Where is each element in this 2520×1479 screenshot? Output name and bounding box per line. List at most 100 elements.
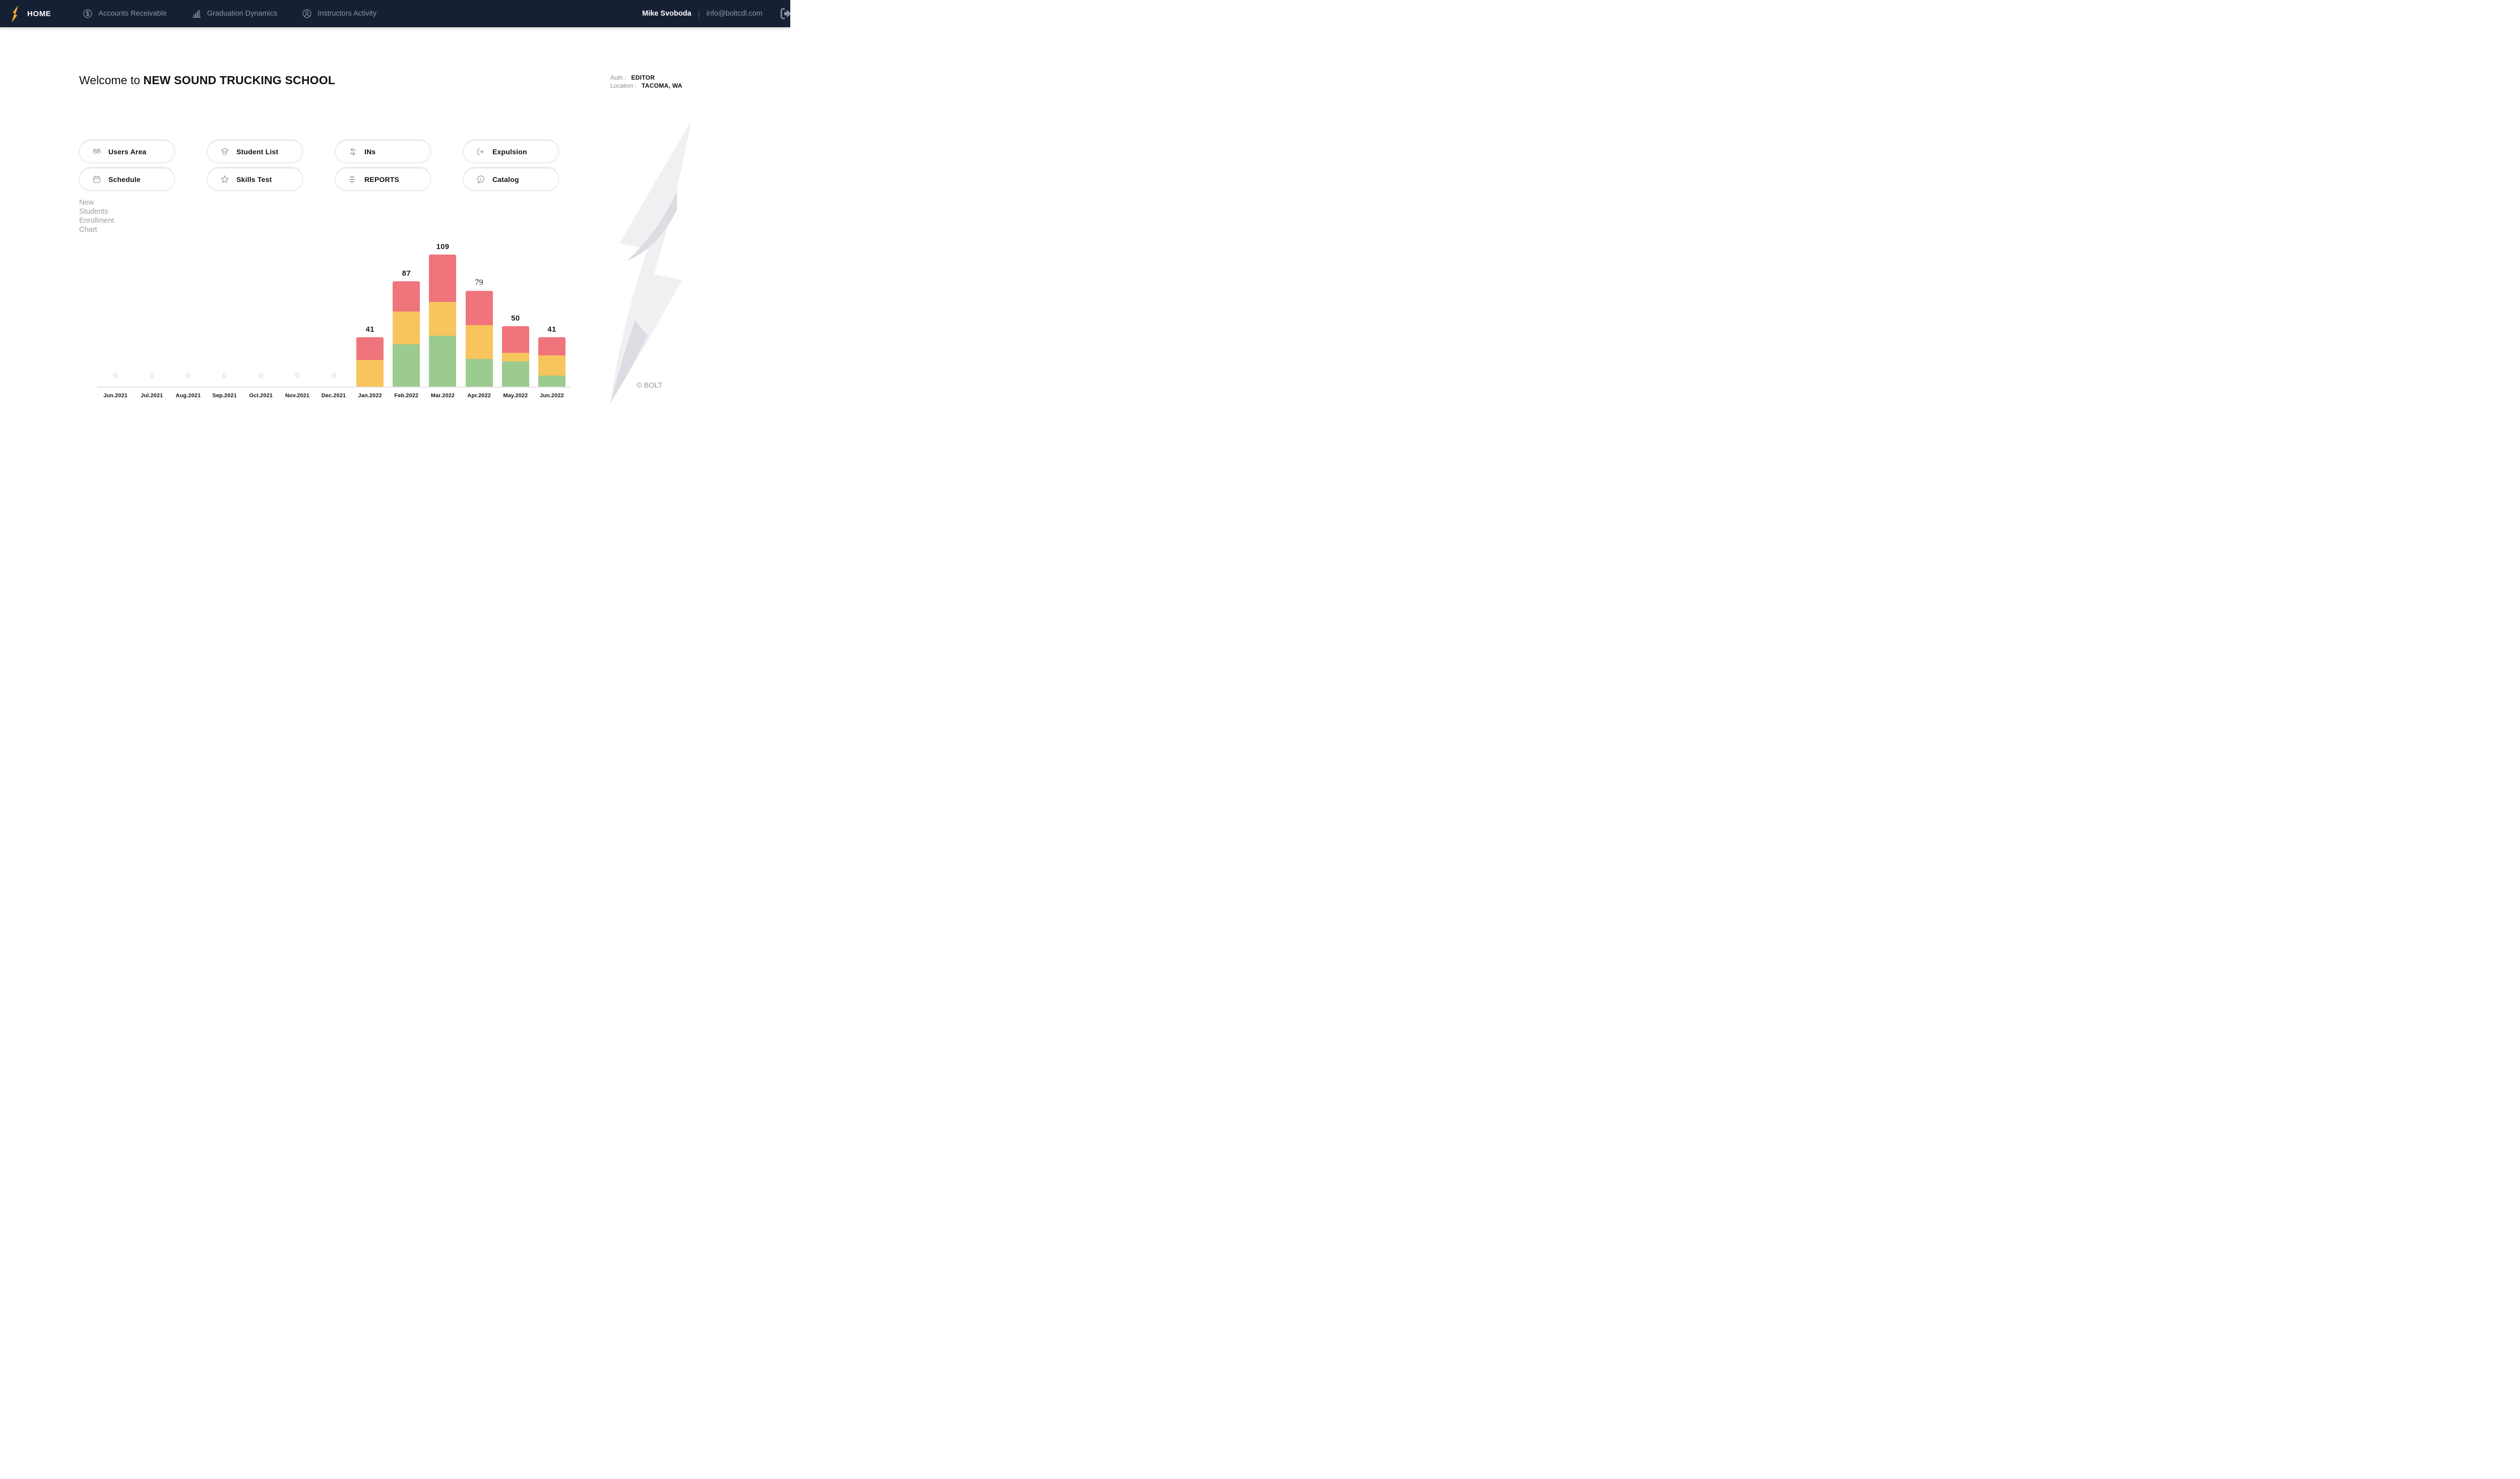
bar-segment-red <box>538 337 565 355</box>
bar-segment-yellow <box>393 312 420 344</box>
location-label: Location : <box>610 82 637 89</box>
x-axis-label-Jun.2022: Jun.2022 <box>540 393 564 399</box>
calendar-icon <box>92 174 102 184</box>
x-axis-label-May.2022: May.2022 <box>503 393 528 399</box>
graduation-cap-icon <box>220 147 230 157</box>
auth-info: Auth : EDITOR Location : TACOMA, WA <box>610 74 682 90</box>
transfer-arrows-icon <box>348 147 358 157</box>
dollar-circle-icon <box>82 8 93 19</box>
zero-value-label: 0 <box>186 372 191 380</box>
stacked-bar[interactable] <box>356 337 384 387</box>
quick-actions-grid: Users Area Student List INs Expulsion Schedu… <box>79 140 559 191</box>
user-separator: | <box>698 9 700 18</box>
x-axis-label-Sep.2021: Sep.2021 <box>212 393 237 399</box>
bar-segment-red <box>429 255 457 302</box>
x-axis-label-Mar.2022: Mar.2022 <box>430 393 455 399</box>
stacked-bar[interactable] <box>393 281 420 387</box>
x-axis-label-Nov.2021: Nov.2021 <box>285 393 309 399</box>
x-axis-label-Jun.2021: Jun.2021 <box>103 393 128 399</box>
zero-value-label: 0 <box>259 372 263 380</box>
bar-segment-red <box>356 337 384 360</box>
nav-item-label: Instructors Activity <box>318 10 377 18</box>
user-email: info@boltcdl.com <box>706 10 763 18</box>
page-title: Welcome to NEW SOUND TRUCKING SCHOOL <box>79 74 335 87</box>
action-button-label: Users Area <box>108 147 147 156</box>
zero-value-label: 0 <box>295 372 300 380</box>
ins-button[interactable]: INs <box>335 140 431 163</box>
action-button-label: Schedule <box>108 175 141 183</box>
chart-column-Sep.2021: 0 <box>206 372 242 387</box>
stacked-bar[interactable] <box>465 291 493 387</box>
x-axis-label-Aug.2021: Aug.2021 <box>175 393 201 399</box>
x-axis-label-Jul.2021: Jul.2021 <box>141 393 163 399</box>
nav-item-instructors-activity[interactable]: Instructors Activity <box>301 8 376 19</box>
auth-value: EDITOR <box>631 74 655 81</box>
home-page: HOME Accounts Receivable Graduation Dynam… <box>0 0 790 419</box>
location-value: TACOMA, WA <box>642 82 682 89</box>
enrollment-chart: 0 0 0 0 0 0 0 41 87 109 79 50 41 Jun.2021 Jul.2021 Aug… <box>97 237 570 399</box>
bar-chart-icon <box>191 8 202 19</box>
logout-icon[interactable] <box>777 6 790 21</box>
catalog-button[interactable]: Catalog <box>463 168 559 191</box>
bar-segment-red <box>393 281 420 312</box>
user-area: Mike Svoboda | info@boltcdl.com <box>642 6 790 21</box>
bar-value-label: 87 <box>402 269 411 278</box>
nav-item-accounts-receivable[interactable]: Accounts Receivable <box>82 8 167 19</box>
bar-segment-red <box>501 326 529 353</box>
bar-segment-green <box>393 344 420 387</box>
bolt-logo-icon <box>12 5 18 22</box>
action-button-label: Catalog <box>492 175 519 183</box>
action-button-label: Expulsion <box>492 147 527 156</box>
stacked-bar[interactable] <box>501 326 529 387</box>
skills-test-button[interactable]: Skills Test <box>207 168 303 191</box>
list-icon <box>348 174 358 184</box>
chart-axis-line <box>97 387 570 388</box>
welcome-prefix: Welcome to <box>79 74 141 87</box>
chart-note-line: Chart <box>79 226 97 234</box>
chart-column-Jun.2022: 41 <box>534 325 570 387</box>
bar-segment-yellow <box>465 325 493 359</box>
chart-column-Jan.2022: 41 <box>352 325 388 387</box>
chart-column-Jul.2021: 0 <box>134 372 170 387</box>
nav-item-graduation-dynamics[interactable]: Graduation Dynamics <box>191 8 277 19</box>
zero-value-label: 0 <box>331 372 336 380</box>
stacked-bar[interactable] <box>538 337 565 387</box>
chart-column-Dec.2021: 0 <box>316 372 352 387</box>
bar-value-label: 79 <box>475 278 483 287</box>
users-icon <box>92 147 102 157</box>
auth-label: Auth : <box>610 74 626 81</box>
schedule-button[interactable]: Schedule <box>79 168 175 191</box>
bar-segment-yellow <box>429 302 457 336</box>
arrow-out-icon <box>476 147 486 157</box>
bar-value-label: 41 <box>365 325 374 334</box>
student-list-button[interactable]: Student List <box>207 140 303 163</box>
bar-segment-yellow <box>501 352 529 361</box>
bar-value-label: 41 <box>547 325 556 334</box>
stacked-bar[interactable] <box>429 255 457 387</box>
expulsion-button[interactable]: Expulsion <box>463 140 559 163</box>
copyright-text: © BOLT <box>637 382 663 390</box>
reports-button[interactable]: REPORTS <box>335 168 431 191</box>
bar-segment-yellow <box>538 355 565 376</box>
chart-column-Mar.2022: 109 <box>424 242 461 387</box>
x-axis-label-Dec.2021: Dec.2021 <box>321 393 346 399</box>
action-button-label: REPORTS <box>364 175 400 183</box>
chart-note-line: Enrollment <box>79 217 114 225</box>
bar-value-label: 109 <box>436 242 450 252</box>
chart-note-line: Students <box>79 208 108 216</box>
bar-segment-green <box>538 376 565 387</box>
chart-note-line: New <box>79 199 94 207</box>
chart-column-May.2022: 50 <box>497 314 534 387</box>
zero-value-label: 0 <box>113 372 118 380</box>
bar-value-label: 50 <box>511 314 520 323</box>
action-button-label: Student List <box>236 147 279 156</box>
brand-home[interactable]: HOME <box>11 5 51 23</box>
chart-column-Feb.2022: 87 <box>388 269 424 387</box>
zero-value-label: 0 <box>222 372 227 380</box>
bar-segment-red <box>465 291 493 325</box>
users-area-button[interactable]: Users Area <box>79 140 175 163</box>
brand-label: HOME <box>27 9 51 18</box>
zero-value-label: 0 <box>150 372 154 380</box>
action-button-label: INs <box>364 147 376 156</box>
nav-item-label: Accounts Receivable <box>98 10 167 18</box>
